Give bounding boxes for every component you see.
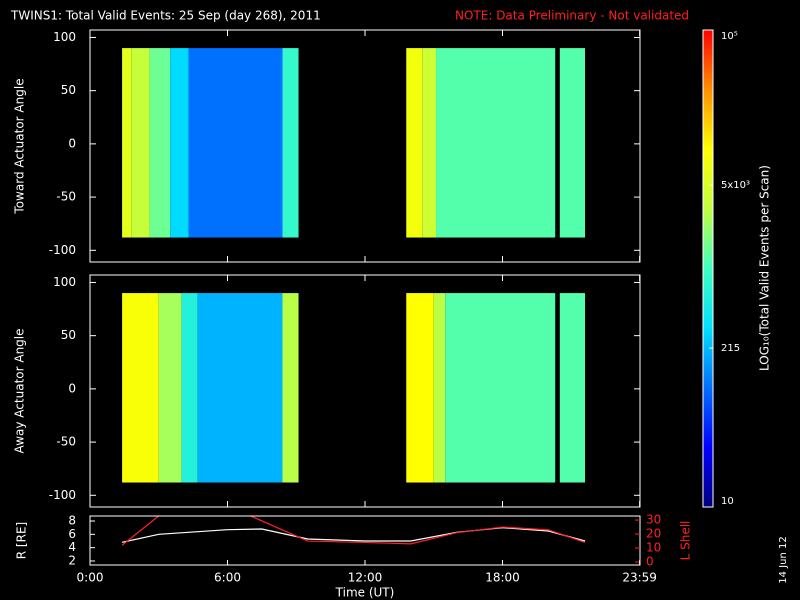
- heatmap-cell: [170, 48, 189, 238]
- heatmap-cell: [122, 48, 132, 238]
- x-tick-label: 6:00: [214, 571, 241, 585]
- series-line: [121, 516, 586, 546]
- y-tick-label: 2: [68, 554, 76, 568]
- colorbar-tick-label: 10: [721, 496, 734, 507]
- heatmap-cell: [131, 48, 150, 238]
- heatmap-cell: [282, 293, 299, 483]
- y-tick-label: 8: [68, 514, 76, 528]
- x-tick-label: 0:00: [77, 571, 104, 585]
- y-tick-label: 6: [68, 527, 76, 541]
- y-tick-label: 0: [68, 136, 76, 150]
- heatmap-cell: [197, 293, 283, 483]
- heatmap-cell: [559, 48, 585, 238]
- title: TWINS1: Total Valid Events: 25 Sep (day …: [10, 9, 321, 23]
- y-tick-label: 4: [68, 540, 76, 554]
- y-tick-label: 100: [53, 275, 76, 289]
- y-tick-label: 0: [68, 381, 76, 395]
- line-plot: [121, 516, 586, 546]
- x-tick-label: 23:59: [622, 571, 657, 585]
- heatmap-cell: [158, 293, 182, 483]
- y-tick-label: 50: [61, 83, 76, 97]
- heatmap-cell: [282, 48, 299, 238]
- y-tick-label: 50: [61, 328, 76, 342]
- y2-tick-label: 10: [646, 541, 661, 555]
- x-axis-label: Time (UT): [335, 586, 395, 600]
- colorbar-label: LOG₁₀(Total Valid Events per Scan): [758, 165, 772, 371]
- heatmap-cell: [445, 293, 556, 483]
- y2-tick-label: 30: [646, 513, 661, 527]
- y-tick-label: 100: [53, 30, 76, 44]
- y-tick-label: -50: [56, 190, 76, 204]
- y-axis-label: Away Actuator Angle: [13, 328, 27, 453]
- colorbar-tick-label: 5x10³: [721, 180, 750, 191]
- y-tick-label: -100: [49, 243, 76, 257]
- date-stamp: 14 Jun 12: [778, 536, 789, 583]
- heatmap-cell: [188, 48, 283, 238]
- colorbar: [702, 29, 714, 508]
- y2-tick-label: 20: [646, 527, 661, 541]
- heatmap-cell: [559, 293, 585, 483]
- x-tick-label: 12:00: [348, 571, 383, 585]
- series-label: L Shell: [679, 521, 693, 561]
- note: NOTE: Data Preliminary - Not validated: [455, 9, 689, 23]
- y2-tick-label: 0: [646, 555, 654, 569]
- heatmap-cell: [406, 48, 423, 238]
- heatmap-cell: [122, 293, 159, 483]
- heatmap-cell: [181, 293, 198, 483]
- y-tick-label: -50: [56, 435, 76, 449]
- colorbar-tick-label: 215: [721, 343, 740, 354]
- heatmap-cell: [436, 48, 556, 238]
- y-tick-label: -100: [49, 488, 76, 502]
- heatmap-cell: [433, 293, 446, 483]
- x-tick-label: 18:00: [485, 571, 520, 585]
- series-label: R [RE]: [15, 522, 29, 559]
- y-axis-label: Toward Actuator Angle: [13, 78, 27, 214]
- colorbar-tick-label: 10⁵: [721, 31, 738, 42]
- series-line: [121, 527, 586, 543]
- heatmap-cell: [406, 293, 434, 483]
- heatmap-cell: [149, 48, 171, 238]
- heatmap-cell: [422, 48, 437, 238]
